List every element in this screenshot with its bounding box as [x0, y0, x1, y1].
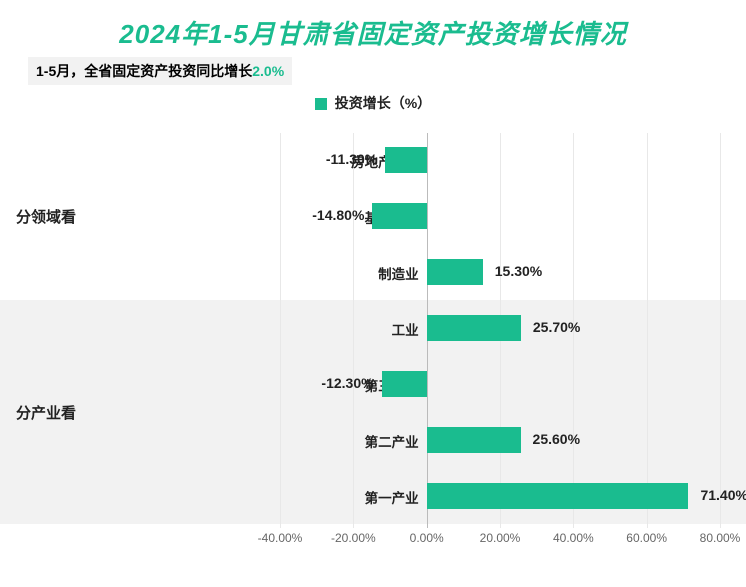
bar	[427, 427, 521, 453]
legend-swatch	[315, 98, 327, 110]
value-label: -12.30%	[321, 375, 373, 391]
subtitle-highlight: 2.0%	[252, 63, 284, 79]
value-label: 71.40%	[700, 487, 746, 503]
x-tick-label: 0.00%	[410, 531, 444, 545]
chart-title: 2024年1-5月甘肃省固定资产投资增长情况	[0, 0, 746, 57]
value-label: 15.30%	[495, 263, 542, 279]
grid-line	[647, 133, 648, 528]
bar	[427, 315, 521, 341]
bar	[372, 203, 426, 229]
category-label: 第二产业	[365, 431, 419, 451]
x-tick-label: 40.00%	[553, 531, 594, 545]
value-label: -11.30%	[326, 151, 377, 167]
grid-line	[353, 133, 354, 528]
bar	[382, 371, 427, 397]
chart-area: -40.00% -20.00% 0.00% 20.00% 40.00% 60.00% 80.…	[0, 113, 746, 573]
bar	[385, 147, 426, 173]
bar	[427, 259, 483, 285]
category-label: 工业	[392, 319, 419, 339]
grid-line	[280, 133, 281, 528]
x-tick-label: -40.00%	[258, 531, 303, 545]
x-tick-label: -20.00%	[331, 531, 376, 545]
x-tick-label: 80.00%	[700, 531, 741, 545]
group-label: 分领域看	[16, 206, 76, 227]
group-label: 分产业看	[16, 402, 76, 423]
subtitle-prefix: 1-5月，全省固定资产投资同比增长	[36, 63, 252, 79]
value-label: 25.70%	[533, 319, 580, 335]
chart-legend: 投资增长（%）	[0, 93, 746, 113]
grid-line	[720, 133, 721, 528]
value-label: 25.60%	[533, 431, 580, 447]
x-tick-label: 20.00%	[480, 531, 521, 545]
category-label: 制造业	[378, 263, 419, 283]
chart-subtitle: 1-5月，全省固定资产投资同比增长2.0%	[28, 57, 292, 85]
value-label: -14.80%	[312, 207, 364, 223]
category-label: 第一产业	[365, 487, 419, 507]
legend-label: 投资增长（%）	[335, 95, 431, 111]
x-tick-label: 60.00%	[626, 531, 667, 545]
bar	[427, 483, 689, 509]
